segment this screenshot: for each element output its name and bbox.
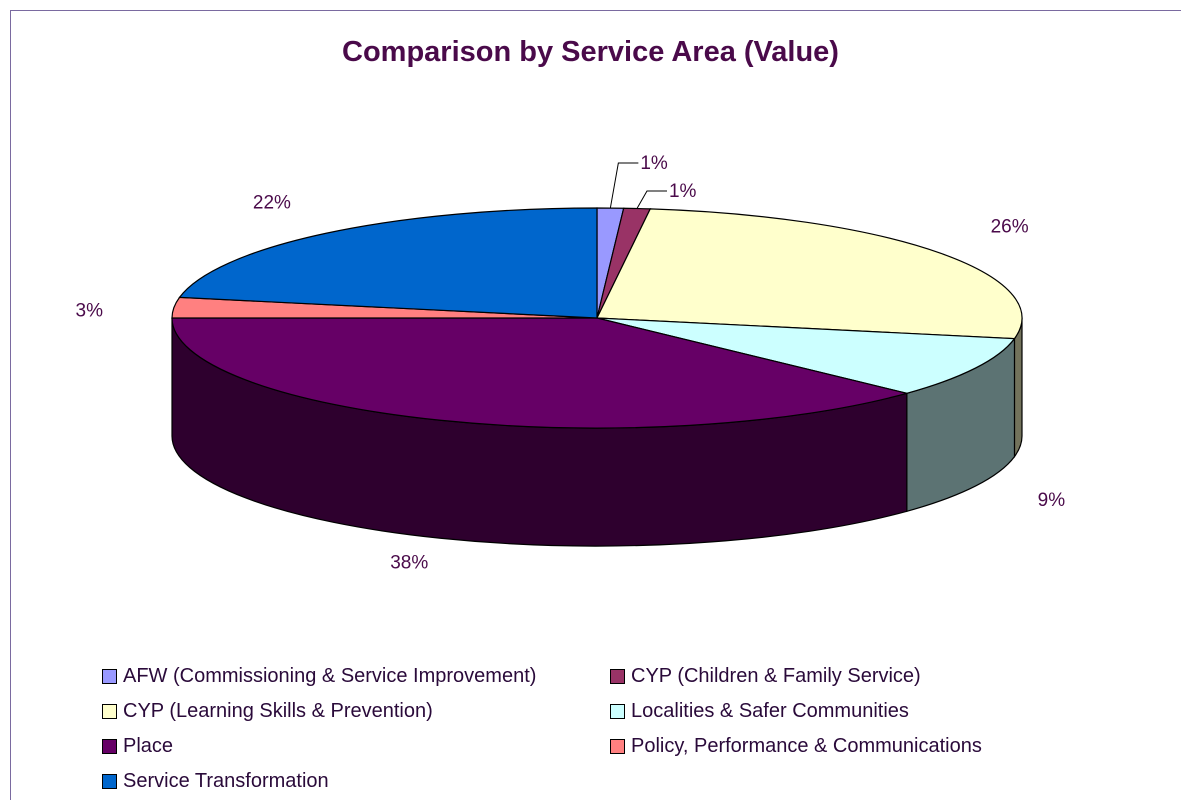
data-label: 26% xyxy=(991,216,1029,237)
legend-item: CYP (Children & Family Service) xyxy=(610,662,921,690)
data-label: 22% xyxy=(253,192,291,213)
legend-swatch xyxy=(102,738,117,754)
legend-swatch xyxy=(102,668,117,684)
legend-item: Service Transformation xyxy=(102,767,329,795)
legend-swatch xyxy=(610,703,625,719)
legend-label: Localities & Safer Communities xyxy=(631,699,909,722)
data-label: 38% xyxy=(390,553,428,574)
legend-item: CYP (Learning Skills & Prevention) xyxy=(102,697,433,725)
pie-slice-cyp-learning-skills-prevention xyxy=(596,208,1023,340)
pie-data-labels: 1%1% 26% 9% 38% 3% 22% xyxy=(76,153,1066,574)
pie-side-cyp-learning-skills-prevention xyxy=(1013,317,1023,459)
pie-slice-service-transformation xyxy=(178,207,598,319)
data-label: 9% xyxy=(1038,490,1066,511)
legend-item: Localities & Safer Communities xyxy=(610,697,909,725)
pie-top-faces xyxy=(171,207,1023,429)
legend-label: AFW (Commissioning & Service Improvement… xyxy=(123,664,537,687)
legend-item: Place xyxy=(102,732,173,760)
pie-slice-localities-safer-communities xyxy=(596,317,1016,394)
chart-frame xyxy=(10,10,1181,800)
pie-side-walls xyxy=(171,317,1023,547)
data-label: 1% xyxy=(669,181,697,202)
leader-line xyxy=(609,162,639,209)
legend-label: CYP (Children & Family Service) xyxy=(631,664,921,687)
pie-chart: 1%1% 26% 9% 38% 3% 22% xyxy=(76,153,1066,574)
legend-swatch xyxy=(102,773,117,789)
legend-item: AFW (Commissioning & Service Improvement… xyxy=(102,662,536,690)
legend-swatch xyxy=(102,703,117,719)
legend-label: Place xyxy=(123,734,174,757)
pie-slice-place xyxy=(171,317,910,429)
legend-swatch xyxy=(610,738,625,754)
legend-swatch xyxy=(610,668,625,684)
data-label: 1% xyxy=(640,153,668,174)
data-label: 3% xyxy=(76,300,104,321)
legend-label: Service Transformation xyxy=(123,769,329,792)
leader-line xyxy=(636,190,667,209)
chart-title: Comparison by Service Area (Value) xyxy=(342,36,839,68)
legend-label: CYP (Learning Skills & Prevention) xyxy=(123,699,433,722)
legend-label: Policy, Performance & Communications xyxy=(631,734,982,757)
legend-item: Policy, Performance & Communications xyxy=(610,732,982,760)
